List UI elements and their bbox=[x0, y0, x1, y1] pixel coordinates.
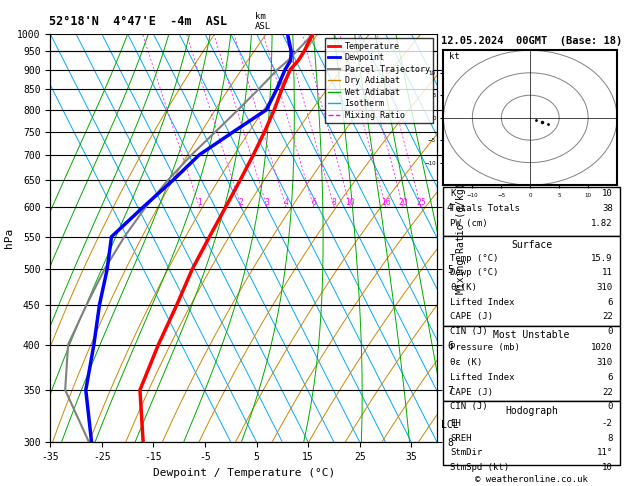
Text: 11°: 11° bbox=[596, 449, 613, 457]
Bar bbox=[443, 401, 620, 465]
Text: 38: 38 bbox=[602, 204, 613, 213]
Y-axis label: hPa: hPa bbox=[4, 228, 14, 248]
Text: Lifted Index: Lifted Index bbox=[450, 298, 515, 307]
Bar bbox=[443, 236, 620, 326]
Text: 15.9: 15.9 bbox=[591, 254, 613, 262]
Text: θε (K): θε (K) bbox=[450, 358, 482, 367]
Text: 1.82: 1.82 bbox=[591, 219, 613, 227]
Text: StmSpd (kt): StmSpd (kt) bbox=[450, 463, 509, 472]
Text: 8: 8 bbox=[332, 198, 337, 207]
Text: 52°18'N  4°47'E  -4m  ASL: 52°18'N 4°47'E -4m ASL bbox=[49, 15, 228, 28]
Y-axis label: Mixing Ratio (g/kg): Mixing Ratio (g/kg) bbox=[455, 182, 465, 294]
Text: Temp (°C): Temp (°C) bbox=[450, 254, 499, 262]
Text: CIN (J): CIN (J) bbox=[450, 327, 488, 336]
Text: Pressure (mb): Pressure (mb) bbox=[450, 344, 520, 352]
Text: Hodograph: Hodograph bbox=[505, 405, 558, 416]
Text: 310: 310 bbox=[596, 358, 613, 367]
Text: ASL: ASL bbox=[255, 22, 271, 31]
Text: 2: 2 bbox=[239, 198, 243, 207]
Text: K: K bbox=[450, 189, 456, 198]
Text: SREH: SREH bbox=[450, 434, 472, 443]
Text: Dewp (°C): Dewp (°C) bbox=[450, 268, 499, 278]
Text: 1020: 1020 bbox=[591, 344, 613, 352]
Text: EH: EH bbox=[450, 419, 461, 428]
Text: 6: 6 bbox=[311, 198, 316, 207]
Text: km: km bbox=[255, 12, 265, 21]
Text: Lifted Index: Lifted Index bbox=[450, 373, 515, 382]
Text: 310: 310 bbox=[596, 283, 613, 292]
Text: 6: 6 bbox=[607, 298, 613, 307]
Text: 22: 22 bbox=[602, 312, 613, 321]
Text: 6: 6 bbox=[607, 373, 613, 382]
Text: CIN (J): CIN (J) bbox=[450, 402, 488, 411]
Text: 1: 1 bbox=[197, 198, 202, 207]
Text: 4: 4 bbox=[284, 198, 289, 207]
Text: 25: 25 bbox=[416, 198, 426, 207]
Text: 12.05.2024  00GMT  (Base: 18): 12.05.2024 00GMT (Base: 18) bbox=[441, 36, 622, 46]
Text: CAPE (J): CAPE (J) bbox=[450, 312, 493, 321]
Text: Surface: Surface bbox=[511, 240, 552, 250]
Text: 10: 10 bbox=[602, 189, 613, 198]
Legend: Temperature, Dewpoint, Parcel Trajectory, Dry Adiabat, Wet Adiabat, Isotherm, Mi: Temperature, Dewpoint, Parcel Trajectory… bbox=[325, 38, 433, 123]
Text: LCL: LCL bbox=[441, 420, 459, 430]
Text: StmDir: StmDir bbox=[450, 449, 482, 457]
X-axis label: Dewpoint / Temperature (°C): Dewpoint / Temperature (°C) bbox=[153, 468, 335, 478]
Text: 20: 20 bbox=[398, 198, 408, 207]
Text: kt: kt bbox=[449, 52, 460, 61]
Text: 3: 3 bbox=[265, 198, 269, 207]
Text: 10: 10 bbox=[602, 463, 613, 472]
Text: 22: 22 bbox=[602, 387, 613, 397]
Text: 8: 8 bbox=[607, 434, 613, 443]
Text: Totals Totals: Totals Totals bbox=[450, 204, 520, 213]
Text: 11: 11 bbox=[602, 268, 613, 278]
Bar bbox=[443, 326, 620, 401]
Text: 0: 0 bbox=[607, 327, 613, 336]
Bar bbox=[443, 187, 620, 236]
Text: 10: 10 bbox=[346, 198, 355, 207]
Text: -2: -2 bbox=[602, 419, 613, 428]
Text: © weatheronline.co.uk: © weatheronline.co.uk bbox=[475, 475, 588, 484]
Text: CAPE (J): CAPE (J) bbox=[450, 387, 493, 397]
Text: Most Unstable: Most Unstable bbox=[493, 330, 570, 340]
Text: 16: 16 bbox=[381, 198, 391, 207]
Text: 0: 0 bbox=[607, 402, 613, 411]
Text: PW (cm): PW (cm) bbox=[450, 219, 488, 227]
Text: θε(K): θε(K) bbox=[450, 283, 477, 292]
